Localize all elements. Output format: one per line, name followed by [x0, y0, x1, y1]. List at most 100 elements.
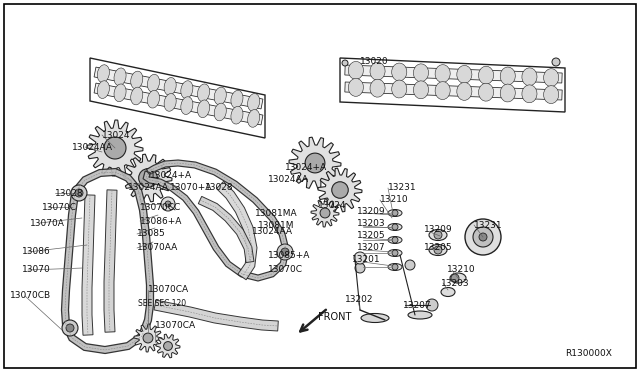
Text: 13070+A: 13070+A — [170, 183, 212, 192]
Circle shape — [66, 324, 74, 332]
Text: 13205: 13205 — [357, 231, 386, 241]
Ellipse shape — [388, 237, 402, 244]
Circle shape — [434, 231, 442, 239]
Polygon shape — [413, 81, 429, 99]
Ellipse shape — [388, 250, 402, 257]
Text: 13070CC: 13070CC — [140, 202, 181, 212]
Text: 13028: 13028 — [55, 189, 84, 198]
Text: 13024+A: 13024+A — [285, 164, 327, 173]
Polygon shape — [124, 154, 172, 202]
Circle shape — [405, 260, 415, 270]
Polygon shape — [143, 160, 289, 281]
Polygon shape — [345, 82, 562, 100]
Ellipse shape — [388, 263, 402, 270]
Circle shape — [434, 246, 442, 254]
Polygon shape — [479, 83, 493, 101]
Circle shape — [277, 244, 293, 260]
Polygon shape — [370, 62, 385, 80]
Text: 13024AA: 13024AA — [252, 228, 293, 237]
Polygon shape — [318, 168, 362, 212]
Text: 13209: 13209 — [424, 225, 452, 234]
Text: 13209: 13209 — [357, 208, 386, 217]
Polygon shape — [82, 195, 95, 335]
Text: 13202: 13202 — [345, 295, 374, 305]
Circle shape — [451, 274, 459, 282]
Polygon shape — [216, 182, 257, 280]
Polygon shape — [348, 78, 364, 96]
Circle shape — [479, 233, 487, 241]
Polygon shape — [164, 93, 176, 111]
Text: 13081MA: 13081MA — [255, 208, 298, 218]
Polygon shape — [457, 83, 472, 100]
Polygon shape — [231, 106, 243, 124]
Polygon shape — [198, 196, 254, 263]
Text: 13020: 13020 — [360, 58, 388, 67]
Ellipse shape — [388, 224, 402, 231]
Ellipse shape — [361, 314, 389, 323]
Polygon shape — [500, 84, 515, 102]
Circle shape — [161, 197, 175, 211]
Circle shape — [75, 189, 83, 197]
Polygon shape — [522, 68, 537, 86]
Circle shape — [305, 153, 325, 173]
Circle shape — [355, 263, 365, 273]
Text: 13086: 13086 — [22, 247, 51, 257]
Polygon shape — [392, 63, 407, 81]
Ellipse shape — [429, 230, 447, 241]
Polygon shape — [114, 84, 126, 102]
Circle shape — [473, 227, 493, 247]
Text: 13070C: 13070C — [42, 202, 77, 212]
Text: 13201: 13201 — [352, 256, 381, 264]
Polygon shape — [134, 324, 162, 352]
Polygon shape — [522, 85, 537, 103]
Text: 13203: 13203 — [357, 219, 386, 228]
Polygon shape — [435, 65, 451, 83]
Text: 13024AA: 13024AA — [268, 176, 309, 185]
Polygon shape — [214, 103, 227, 121]
Circle shape — [71, 185, 87, 201]
Circle shape — [426, 299, 438, 311]
Text: 13024AA: 13024AA — [72, 142, 113, 151]
Text: 13024: 13024 — [318, 202, 346, 211]
Polygon shape — [198, 84, 210, 102]
Text: 13086+A: 13086+A — [140, 217, 182, 225]
Text: 13210: 13210 — [380, 196, 408, 205]
Text: 13081M: 13081M — [258, 221, 294, 231]
Polygon shape — [413, 64, 429, 82]
Circle shape — [104, 137, 126, 159]
Polygon shape — [500, 67, 515, 85]
Polygon shape — [147, 90, 159, 108]
Text: 13231: 13231 — [388, 183, 417, 192]
Text: 13207: 13207 — [357, 244, 386, 253]
Text: 13070CA: 13070CA — [155, 321, 196, 330]
Text: R130000X: R130000X — [565, 349, 612, 357]
Ellipse shape — [441, 288, 455, 296]
Ellipse shape — [408, 311, 432, 319]
Text: 13070C: 13070C — [268, 264, 303, 273]
Text: SEE SEC.120: SEE SEC.120 — [138, 298, 186, 308]
Circle shape — [281, 248, 289, 256]
Circle shape — [139, 169, 157, 187]
Polygon shape — [214, 87, 227, 105]
Polygon shape — [345, 65, 562, 83]
Polygon shape — [94, 83, 263, 125]
Text: 13231: 13231 — [474, 221, 502, 230]
Polygon shape — [87, 120, 143, 176]
Polygon shape — [543, 86, 559, 103]
Polygon shape — [435, 81, 451, 100]
Polygon shape — [370, 79, 385, 97]
Text: 13085: 13085 — [137, 230, 166, 238]
Polygon shape — [147, 74, 159, 92]
Polygon shape — [94, 67, 263, 109]
Circle shape — [392, 250, 398, 256]
Text: 13070CA: 13070CA — [148, 285, 189, 295]
Text: 13024AA: 13024AA — [128, 183, 169, 192]
Circle shape — [392, 237, 398, 243]
Text: 13028: 13028 — [205, 183, 234, 192]
Polygon shape — [457, 65, 472, 83]
Text: 13210: 13210 — [447, 266, 476, 275]
Text: 13070CB: 13070CB — [10, 292, 51, 301]
Text: 13070: 13070 — [22, 266, 51, 275]
Circle shape — [354, 252, 366, 264]
Ellipse shape — [388, 209, 402, 217]
